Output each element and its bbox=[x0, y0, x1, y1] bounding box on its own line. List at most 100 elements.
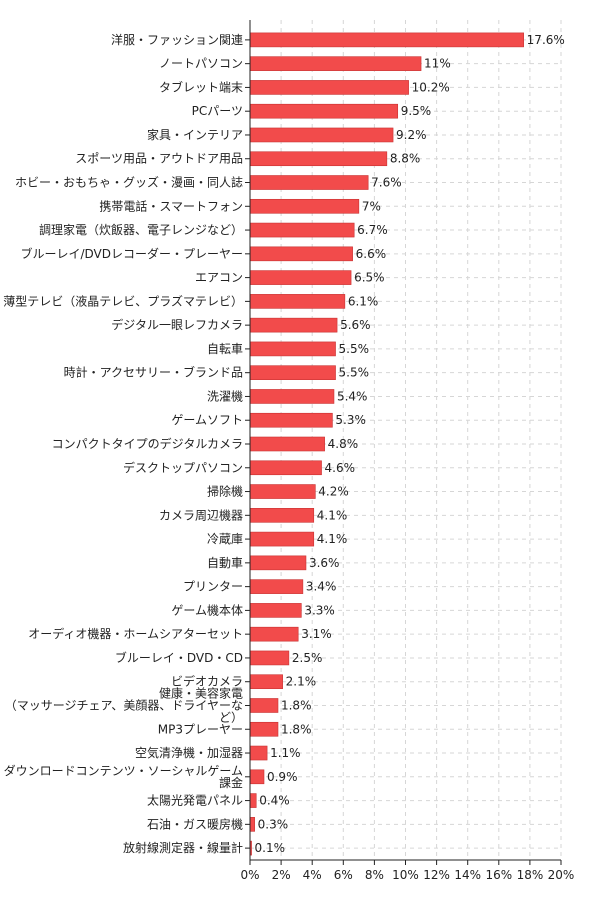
bar-value-label: 4.1% bbox=[317, 532, 348, 546]
category-label-line: 自動車 bbox=[207, 556, 243, 570]
category-label-line: ブルーレイ/DVDレコーダー・プレーヤー bbox=[20, 246, 243, 261]
bar bbox=[249, 175, 369, 190]
category-label: PCパーツ bbox=[192, 104, 243, 118]
category-label: 太陽光発電パネル bbox=[147, 793, 243, 808]
bar-value-label: 9.5% bbox=[401, 104, 432, 118]
axis-layer bbox=[245, 20, 562, 865]
bar-value-label: 6.1% bbox=[348, 294, 379, 308]
bar bbox=[249, 222, 355, 238]
bar-value-label: 7.6% bbox=[371, 176, 402, 190]
bar bbox=[249, 698, 279, 713]
bar-value-label: 3.3% bbox=[304, 603, 335, 617]
category-label: デジタル一眼レフカメラ bbox=[111, 317, 243, 332]
bar bbox=[249, 389, 335, 404]
bar-value-label: 2.5% bbox=[292, 651, 323, 665]
bar bbox=[249, 508, 315, 523]
category-label: ブルーレイ/DVDレコーダー・プレーヤー bbox=[20, 246, 243, 261]
bar-value-label: 4.8% bbox=[328, 437, 359, 451]
bar-value-label: 11% bbox=[424, 57, 451, 71]
category-label-line: ど） bbox=[219, 710, 243, 724]
bar-value-label: 8.8% bbox=[390, 152, 421, 166]
bar-value-label: 1.1% bbox=[270, 746, 301, 760]
bar-value-label: 5.5% bbox=[339, 342, 370, 356]
bar bbox=[249, 294, 346, 309]
bar bbox=[249, 246, 353, 262]
bar bbox=[249, 460, 322, 476]
bar-value-label: 3.4% bbox=[306, 580, 337, 594]
category-label-line: デジタル一眼レフカメラ bbox=[111, 317, 243, 332]
category-label-line: 太陽光発電パネル bbox=[147, 793, 243, 808]
category-label-line: ホビー・おもちゃ・グッズ・漫画・同人誌 bbox=[15, 175, 243, 190]
category-label: デスクトップパソコン bbox=[123, 460, 243, 475]
category-label-line: エアコン bbox=[195, 271, 243, 285]
bar-value-label: 6.6% bbox=[356, 247, 387, 261]
bar bbox=[249, 555, 307, 571]
category-label-line: （マッサージチェア、美顔器、ドライヤーな bbox=[5, 697, 243, 712]
bar-value-label: 5.5% bbox=[339, 366, 370, 380]
x-tick-label: 8% bbox=[365, 868, 384, 882]
category-label: スポーツ用品・アウトドア用品 bbox=[75, 152, 243, 166]
bar bbox=[249, 674, 283, 690]
category-label-line: PCパーツ bbox=[192, 104, 243, 118]
bar bbox=[249, 151, 388, 167]
bar-value-label: 6.5% bbox=[354, 271, 385, 285]
bar-value-label: 6.7% bbox=[357, 223, 388, 237]
x-tick-label: 0% bbox=[240, 868, 259, 882]
category-label-line: 空気清浄機・加湿器 bbox=[135, 745, 243, 760]
category-label: 自転車 bbox=[207, 342, 243, 356]
bar-value-label: 9.2% bbox=[396, 128, 427, 142]
bar bbox=[249, 817, 255, 832]
category-label: カメラ周辺機器 bbox=[159, 507, 243, 522]
x-tick-label: 16% bbox=[485, 868, 512, 882]
bar-value-label: 3.6% bbox=[309, 556, 340, 570]
bar-value-label: 17.6% bbox=[527, 33, 565, 47]
category-label-line: ビデオカメラ bbox=[171, 674, 243, 689]
category-label: 空気清浄機・加湿器 bbox=[135, 745, 243, 760]
category-label: 掃除機 bbox=[207, 484, 243, 499]
category-label: オーディオ機器・ホームシアターセット bbox=[28, 626, 243, 641]
category-label-line: 時計・アクセサリー・ブランド品 bbox=[64, 365, 243, 380]
category-label-line: ダウンロードコンテンツ・ソーシャルゲーム bbox=[4, 763, 243, 778]
category-label: コンパクトタイプのデジタルカメラ bbox=[52, 436, 243, 451]
bar bbox=[249, 603, 302, 618]
category-label-line: ブルーレイ・DVD・CD bbox=[115, 650, 243, 665]
category-label: ゲームソフト bbox=[171, 413, 243, 427]
bar-value-label: 5.3% bbox=[335, 413, 366, 427]
category-label: 冷蔵庫 bbox=[207, 532, 243, 546]
category-label-line: 家具・インテリア bbox=[147, 127, 243, 142]
category-label-line: 洋服・ファッション関連 bbox=[111, 32, 243, 47]
category-label-line: 薄型テレビ（液晶テレビ、プラズマテレビ） bbox=[3, 293, 243, 308]
category-label: プリンター bbox=[183, 580, 243, 594]
bar-value-label: 2.1% bbox=[286, 675, 317, 689]
x-tick-label: 12% bbox=[423, 868, 450, 882]
category-label-line: 放射線測定器・線量計 bbox=[123, 840, 243, 855]
category-label-line: ゲームソフト bbox=[171, 413, 243, 427]
category-label-line: 石油・ガス暖房機 bbox=[147, 816, 243, 831]
category-label-line: カメラ周辺機器 bbox=[159, 507, 243, 522]
x-tick-label: 6% bbox=[334, 868, 353, 882]
bar bbox=[249, 531, 315, 547]
category-label-line: 冷蔵庫 bbox=[207, 532, 243, 546]
bar-value-label: 0.3% bbox=[258, 817, 289, 831]
category-label: ダウンロードコンテンツ・ソーシャルゲーム課金 bbox=[4, 763, 243, 790]
bar bbox=[249, 341, 336, 357]
category-label: ホビー・おもちゃ・グッズ・漫画・同人誌 bbox=[15, 175, 243, 190]
category-label-line: スポーツ用品・アウトドア用品 bbox=[75, 152, 243, 166]
bar-value-label: 10.2% bbox=[412, 80, 450, 94]
category-label-line: プリンター bbox=[183, 580, 243, 594]
bar bbox=[249, 103, 399, 119]
category-label-line: オーディオ機器・ホームシアターセット bbox=[28, 626, 243, 641]
bar bbox=[249, 127, 394, 143]
x-tick-label: 20% bbox=[548, 868, 575, 882]
category-label: 調理家電（炊飯器、電子レンジなど） bbox=[39, 222, 243, 237]
bar bbox=[249, 32, 524, 48]
label-layer: 0% 2% 4% 6% 8% 10% 12% 14% 16% 18% 20% 17.6% 洋服・ファッシ… bbox=[3, 32, 574, 882]
category-label-line: 携帯電話・スマートフォン bbox=[99, 198, 243, 213]
bar bbox=[249, 80, 409, 95]
bar-value-label: 0.4% bbox=[259, 794, 290, 808]
bar-value-label: 7% bbox=[362, 199, 381, 213]
bar bbox=[249, 365, 336, 380]
category-label-line: ノートパソコン bbox=[159, 57, 243, 71]
category-label: 洋服・ファッション関連 bbox=[111, 32, 243, 47]
bar-value-label: 0.1% bbox=[255, 841, 286, 855]
